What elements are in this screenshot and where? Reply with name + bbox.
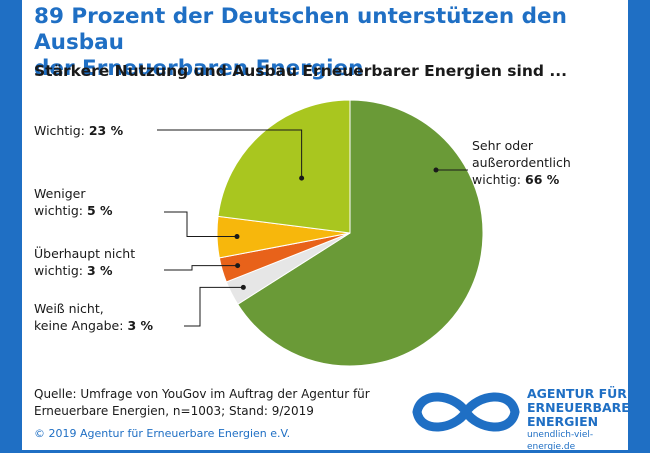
slice-wichtig (217, 99, 351, 234)
brand-line1: AGENTUR FÜR (527, 386, 627, 401)
label-weiss-value: 3 % (127, 318, 154, 333)
label-ueberhaupt-nicht: Überhaupt nicht wichtig: 3 % (34, 245, 135, 279)
pie-chart (157, 99, 484, 367)
leader-wichtig-dot (299, 175, 305, 181)
label-wichtig-text: Wichtig: (34, 123, 85, 138)
label-ueberhaupt-line2: wichtig: (34, 263, 84, 278)
source-note: Quelle: Umfrage von YouGov im Auftrag de… (34, 386, 370, 420)
label-sehr-wichtig: Sehr oder außerordentlich wichtig: 66 % (472, 137, 571, 188)
leader-wichtig-line (157, 129, 303, 179)
label-weiss-nicht: Weiß nicht, keine Angabe: 3 % (34, 300, 153, 334)
label-ueberhaupt-value: 3 % (87, 263, 113, 278)
source-line1: Quelle: Umfrage von YouGov im Auftrag de… (34, 387, 370, 401)
chart-title-line2: der Erneuerbaren Energien (34, 56, 364, 81)
leader-weniger-line (164, 211, 238, 238)
copyright: © 2019 Agentur für Erneuerbare Energien … (34, 427, 291, 440)
label-sehr-line2: außerordentlich (472, 155, 571, 170)
leader-sehr-dot (433, 167, 439, 173)
label-weniger-value: 5 % (87, 203, 113, 218)
chart-title: 89 Prozent der Deutschen unterstützen de… (34, 4, 624, 82)
infinity-logo-icon (412, 392, 520, 432)
leader-weiss-dot (240, 284, 246, 290)
brand-wordmark: AGENTUR FÜR ERNEUERBARE ENERGIEN unendli… (527, 386, 630, 453)
leader-ueberhaupt-line (164, 265, 238, 271)
chart-title-line1: 89 Prozent der Deutschen unterstützen de… (34, 4, 567, 55)
label-wichtig-value: 23 % (88, 123, 124, 138)
label-sehr-line3: wichtig: (472, 172, 522, 187)
label-weniger-line2: wichtig: (34, 203, 84, 218)
leader-weiss-line (184, 286, 244, 327)
label-weiss-line1: Weiß nicht, (34, 301, 104, 316)
label-sehr-line1: Sehr oder (472, 138, 534, 153)
infographic-card: 89 Prozent der Deutschen unterstützen de… (22, 0, 630, 453)
label-weniger-line1: Weniger (34, 186, 86, 201)
brand-line2: ERNEUERBARE (527, 400, 630, 415)
source-line2: Erneuerbare Energien, n=1003; Stand: 9/2… (34, 404, 314, 418)
chart-subtitle: Stärkere Nutzung und Ausbau Erneuerbarer… (34, 62, 568, 80)
label-sehr-value: 66 % (525, 172, 560, 187)
brand-url: unendlich-viel-energie.de (527, 430, 594, 452)
leader-weniger-dot (234, 234, 240, 240)
leader-ueberhaupt-dot (235, 263, 241, 269)
pie-slices (216, 99, 484, 367)
label-ueberhaupt-line1: Überhaupt nicht (34, 246, 136, 261)
leader-lines (157, 129, 468, 327)
slice-sehr-wichtig (237, 99, 484, 367)
brand-line3: ENERGIEN (527, 414, 599, 429)
label-weiss-line2: keine Angabe: (34, 318, 124, 333)
label-weniger-wichtig: Weniger wichtig: 5 % (34, 185, 113, 219)
label-wichtig: Wichtig: 23 % (34, 122, 123, 139)
